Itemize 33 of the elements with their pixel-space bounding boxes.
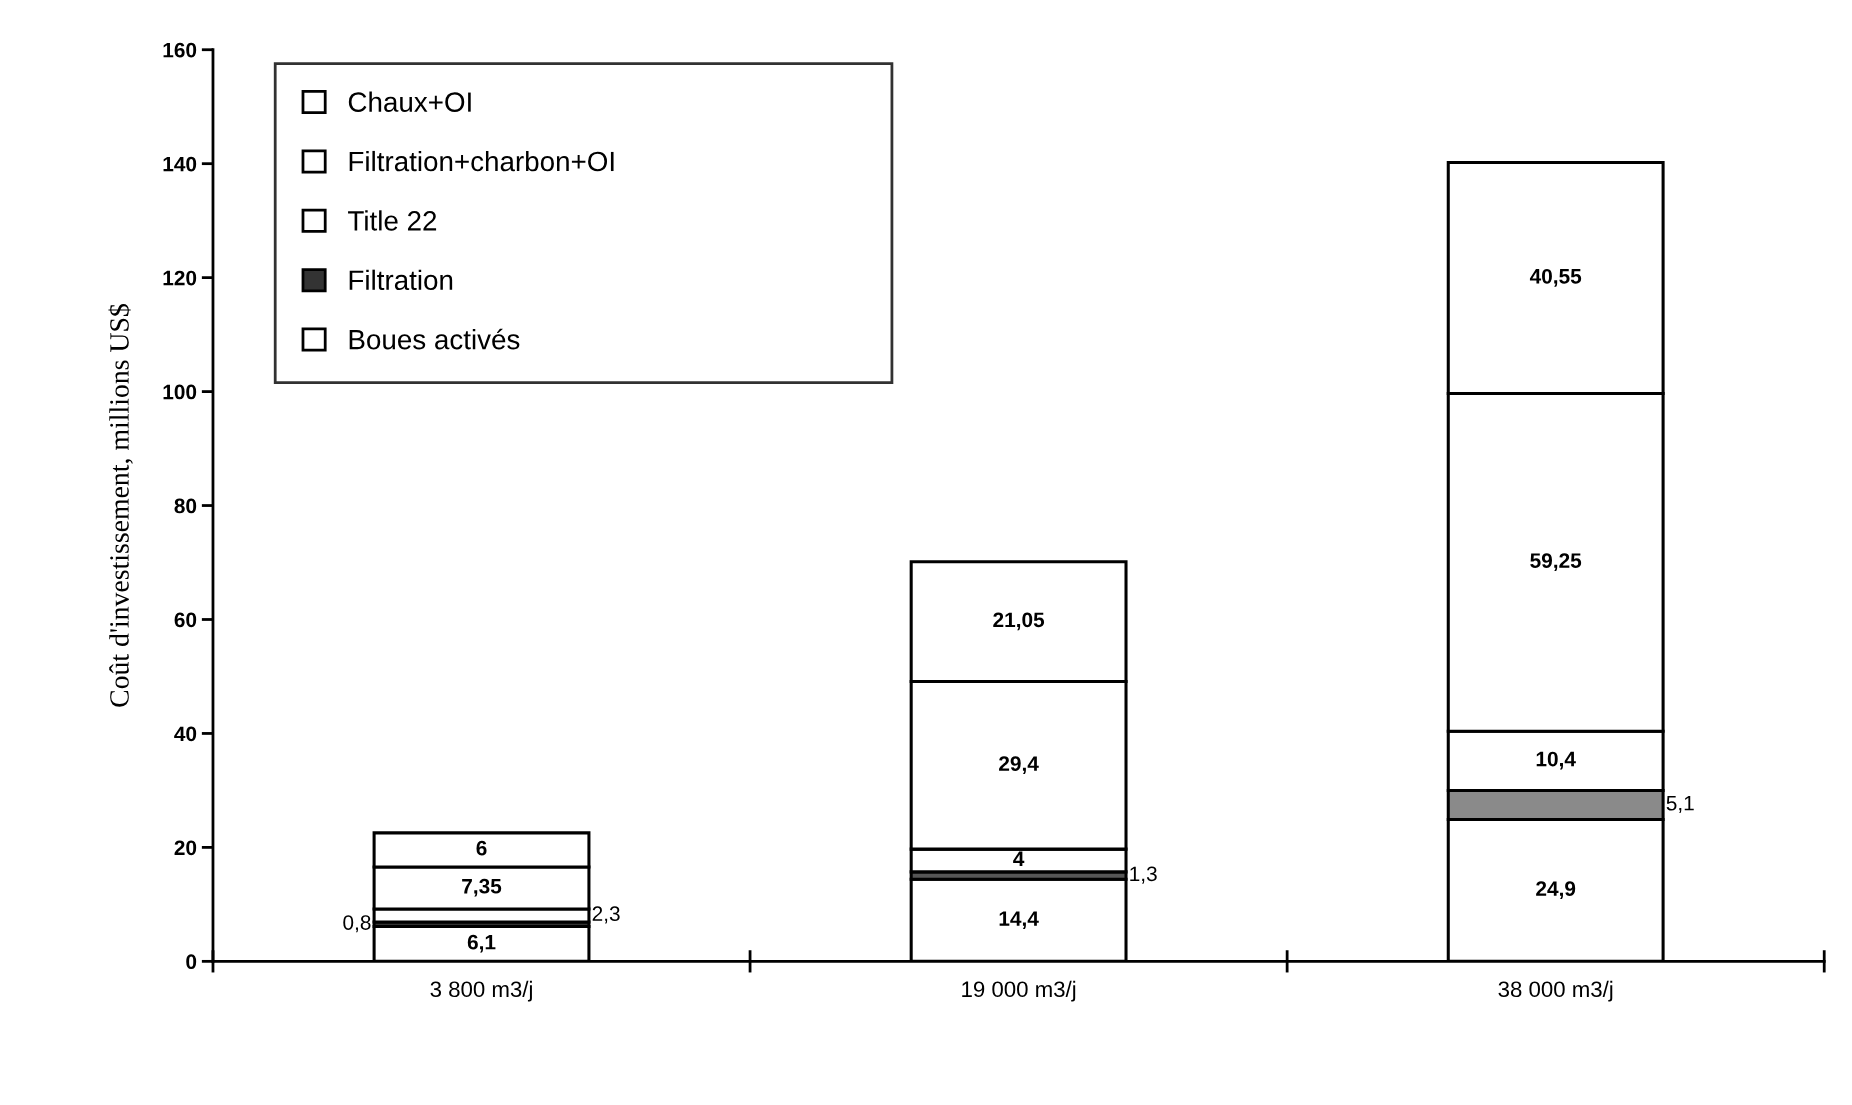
data-label: 14,4 — [999, 911, 1039, 929]
data-label: 29,4 — [999, 756, 1039, 774]
x-tick-label: 38 000 m3/j — [1498, 980, 1613, 1002]
legend-label: Boues activés — [349, 328, 520, 350]
data-label: 6 — [476, 840, 487, 856]
data-label: 6,1 — [467, 934, 496, 953]
legend-label: Chaux+OI — [348, 91, 471, 112]
data-label: 4 — [1013, 851, 1025, 866]
legend-label: Title 22 — [348, 210, 437, 231]
y-tick-label: 60 — [174, 612, 197, 628]
data-label: 10,4 — [1536, 751, 1576, 770]
x-tick-label: 19 000 m3/j — [962, 980, 1076, 1002]
y-axis-title: Coût d'investissement, millions US$ — [108, 304, 133, 707]
data-label: 40,55 — [1529, 268, 1582, 287]
data-label: 21,05 — [993, 612, 1045, 631]
y-tick-label: 0 — [186, 954, 197, 970]
data-label: 7,35 — [462, 878, 502, 897]
data-label: 1,3 — [1130, 866, 1157, 884]
data-label: 24,9 — [1536, 881, 1576, 900]
y-tick-label: 100 — [163, 384, 197, 400]
y-tick-label: 160 — [163, 42, 197, 58]
legend-label: Filtration — [349, 269, 453, 291]
legend-label: Filtration+charbon+OI — [349, 150, 614, 172]
data-label: 59,25 — [1530, 553, 1582, 571]
data-label: 5,1 — [1666, 796, 1694, 813]
y-tick-label: 20 — [174, 840, 197, 856]
y-tick-label: 140 — [163, 156, 197, 172]
y-tick-label: 120 — [163, 270, 197, 286]
data-label: 0,8 — [343, 915, 371, 933]
y-tick-label: 80 — [174, 498, 197, 514]
x-tick-label: 3 800 m3/j — [430, 980, 532, 1002]
y-tick-label: 40 — [174, 726, 197, 742]
data-label: 2,3 — [592, 906, 620, 924]
